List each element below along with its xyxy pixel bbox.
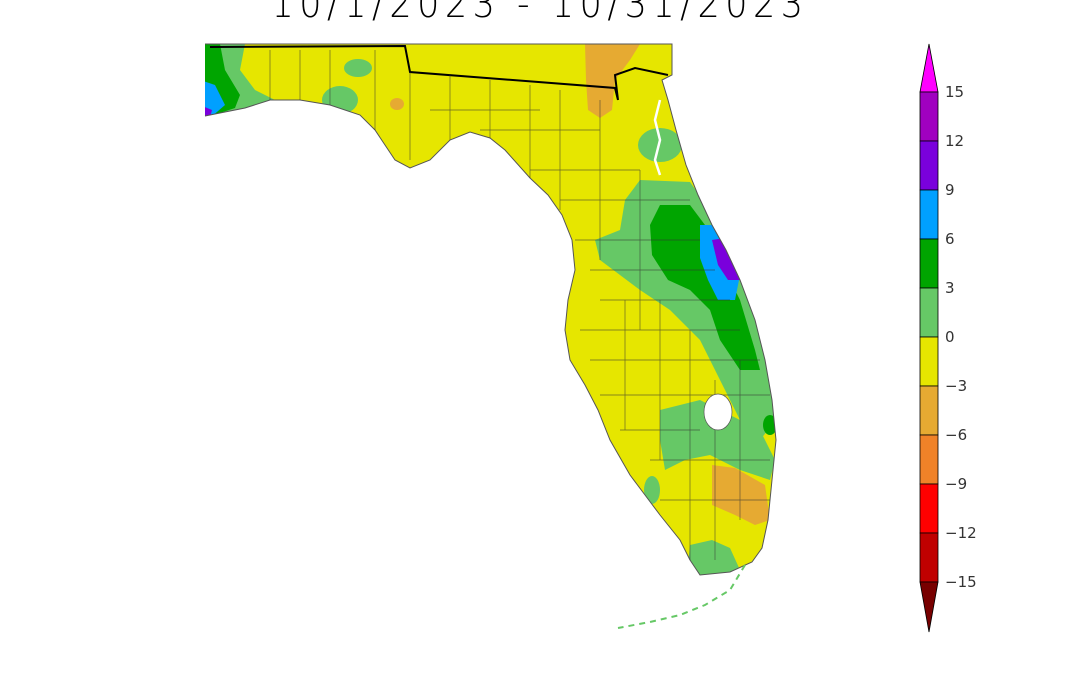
colorbar-tick: 12 bbox=[945, 132, 965, 150]
colorbar-tick: 3 bbox=[945, 279, 955, 297]
colorbar-tick: −15 bbox=[945, 573, 977, 591]
colorbar-tick: 15 bbox=[945, 83, 965, 101]
colorbar-tick: −9 bbox=[945, 475, 968, 493]
colorbar-tick: −12 bbox=[945, 524, 977, 542]
colorbar-tick: 9 bbox=[945, 181, 955, 199]
colorbar-tick: 0 bbox=[945, 328, 955, 346]
colorbar-tick: −3 bbox=[945, 377, 968, 395]
colorbar-tick: 6 bbox=[945, 230, 955, 248]
map-title: 10/1/2023 - 10/31/2023 bbox=[271, 0, 809, 26]
colorbar-tick: −6 bbox=[945, 426, 968, 444]
